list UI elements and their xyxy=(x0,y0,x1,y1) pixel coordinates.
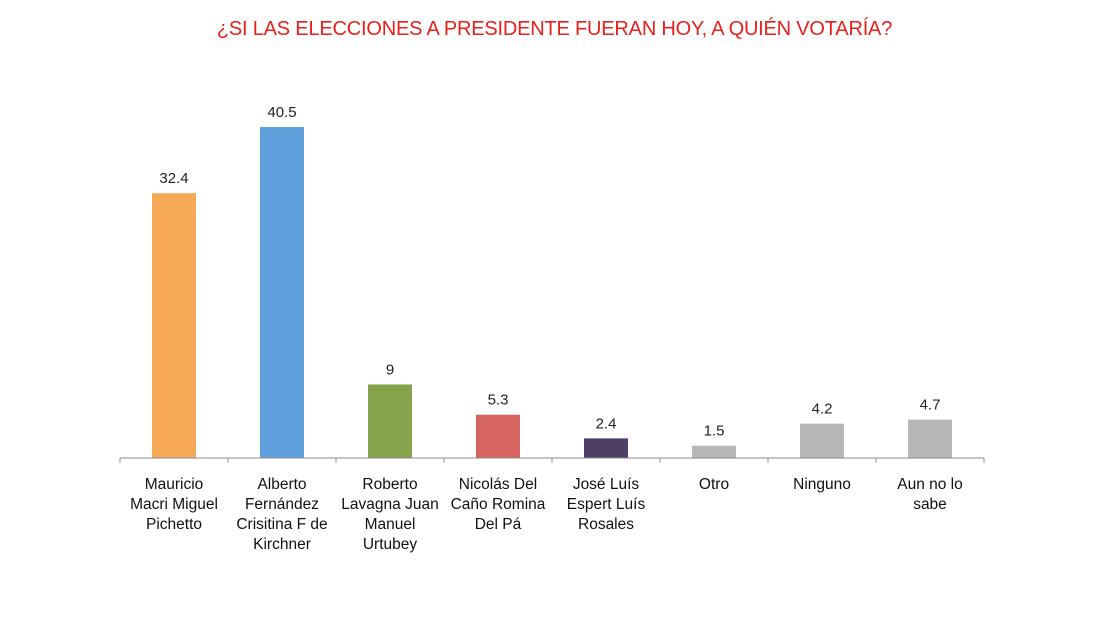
category-label-line: Pichetto xyxy=(146,516,202,533)
x-axis xyxy=(119,457,985,463)
category-label: Mauricio Macri Miguel Pichetto xyxy=(130,476,218,533)
category-label-line: Espert Luís xyxy=(567,496,646,513)
category-label: Ninguno xyxy=(793,476,851,493)
category-label: Otro xyxy=(699,476,729,493)
category-label-line: Rosales xyxy=(578,516,634,533)
category-label-line: Ninguno xyxy=(793,476,851,493)
category-label-line: Macri Miguel xyxy=(130,496,218,513)
data-label: 4.7 xyxy=(920,397,941,414)
category-label-line: Otro xyxy=(699,476,729,493)
category-label-line: Aun no lo xyxy=(897,476,963,493)
bar xyxy=(908,419,952,458)
data-label: 4.2 xyxy=(812,401,833,418)
category-label: Aun no lo sabe xyxy=(897,476,963,513)
bars-group xyxy=(152,127,952,458)
data-label: 32.4 xyxy=(159,170,188,187)
category-label-line: sabe xyxy=(913,496,947,513)
labels-group: 32.4 Mauricio Macri Miguel Pichetto 40.5 Albe… xyxy=(130,104,963,553)
category-label-line: Fernández xyxy=(245,496,319,513)
category-label-line: Nicolás Del xyxy=(459,476,537,493)
category-label-line: Caño Romina xyxy=(451,496,546,513)
category-label-line: Mauricio xyxy=(145,476,204,493)
data-label: 2.4 xyxy=(596,415,617,432)
category-label-line: Alberto xyxy=(257,476,306,493)
category-label-line: Roberto xyxy=(362,476,417,493)
data-label: 40.5 xyxy=(267,104,296,121)
category-label-line: Urtubey xyxy=(363,536,418,553)
category-label-line: Del Pá xyxy=(475,516,522,533)
category-label-line: Lavagna Juan xyxy=(341,496,438,513)
bar xyxy=(476,414,520,458)
category-label: Nicolás Del Caño Romina Del Pá xyxy=(451,476,546,533)
data-label: 5.3 xyxy=(488,392,509,409)
category-label-line: Crisitina F de xyxy=(236,516,327,533)
chart-title: ¿SI LAS ELECCIONES A PRESIDENTE FUERAN H… xyxy=(216,18,893,40)
data-label: 9 xyxy=(386,361,394,378)
category-label-line: José Luís xyxy=(573,476,640,493)
bar xyxy=(692,445,736,458)
category-label-line: Kirchner xyxy=(253,536,311,553)
category-label-line: Manuel xyxy=(365,516,416,533)
bar xyxy=(800,423,844,458)
bar xyxy=(152,193,196,458)
category-label: José Luís Espert Luís Rosales xyxy=(567,476,646,533)
bar xyxy=(584,438,628,458)
bar xyxy=(260,127,304,458)
category-label: Alberto Fernández Crisitina F de Kirchner xyxy=(236,476,327,553)
category-label: Roberto Lavagna Juan Manuel Urtubey xyxy=(341,476,438,553)
data-label: 1.5 xyxy=(704,423,725,440)
bar xyxy=(368,384,412,458)
